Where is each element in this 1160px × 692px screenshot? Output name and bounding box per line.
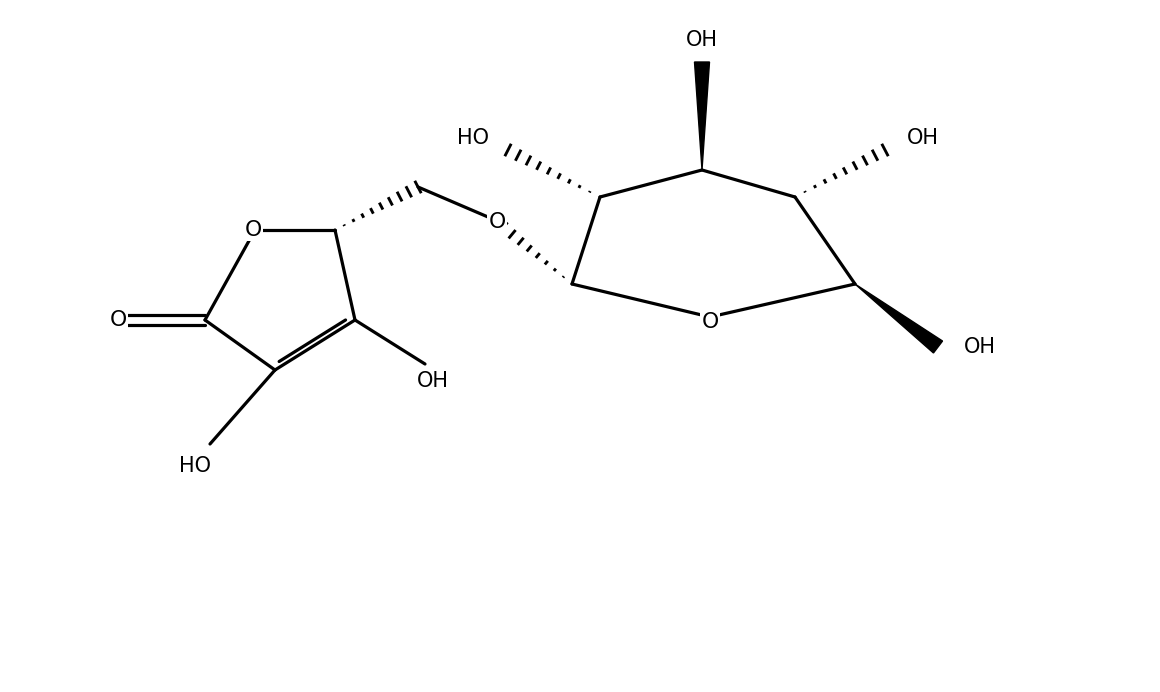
Text: O: O (245, 220, 262, 240)
Text: HO: HO (179, 456, 211, 476)
Text: HO: HO (457, 128, 490, 148)
Text: OH: OH (964, 337, 996, 357)
Text: O: O (109, 310, 126, 330)
Text: O: O (488, 212, 506, 232)
Text: OH: OH (686, 30, 718, 50)
Text: OH: OH (416, 371, 449, 391)
Text: OH: OH (907, 128, 938, 148)
Polygon shape (855, 284, 943, 353)
Text: O: O (702, 312, 719, 332)
Polygon shape (695, 62, 710, 170)
